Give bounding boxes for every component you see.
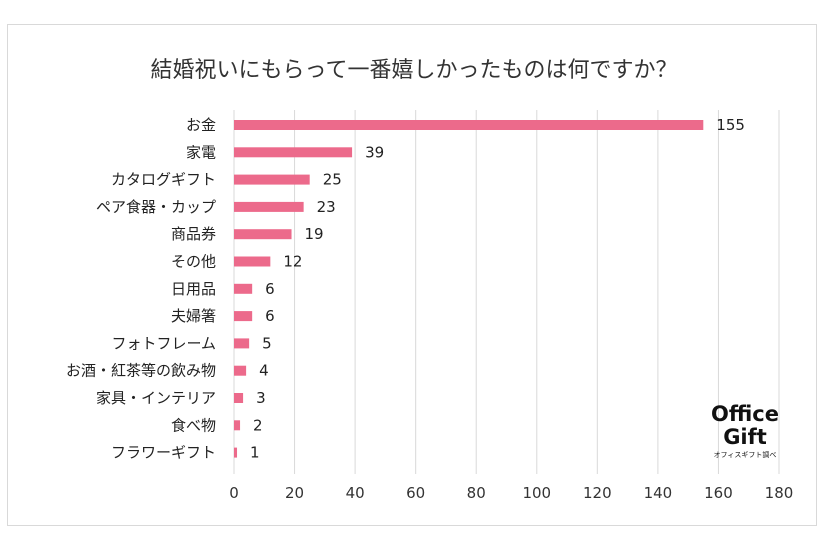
bar bbox=[234, 201, 304, 212]
x-tick-label: 80 bbox=[467, 484, 486, 502]
value-label: 25 bbox=[323, 171, 342, 189]
value-label: 12 bbox=[283, 253, 302, 271]
category-label: 食べ物 bbox=[171, 416, 216, 434]
x-tick-label: 180 bbox=[765, 484, 794, 502]
bar bbox=[234, 420, 241, 431]
category-labels: お金家電カタログギフトペア食器・カップ商品券その他日用品夫婦箸フォトフレームお酒… bbox=[66, 116, 216, 462]
bar bbox=[234, 229, 292, 240]
category-label: 商品券 bbox=[171, 225, 216, 243]
value-label: 3 bbox=[256, 389, 266, 407]
category-label: ペア食器・カップ bbox=[96, 198, 216, 216]
x-axis-ticks: 0 20 40 60 80 100 120 140 160 180 bbox=[229, 484, 793, 502]
value-label: 4 bbox=[259, 362, 269, 380]
value-label: 5 bbox=[262, 334, 272, 352]
value-label: 155 bbox=[716, 116, 745, 134]
bar bbox=[234, 338, 250, 349]
value-label: 23 bbox=[317, 198, 336, 216]
category-label: 夫婦箸 bbox=[171, 307, 216, 325]
category-label: その他 bbox=[171, 253, 216, 271]
x-tick-label: 40 bbox=[346, 484, 365, 502]
x-tick-label: 160 bbox=[704, 484, 733, 502]
bar bbox=[234, 174, 310, 185]
value-label: 6 bbox=[265, 280, 275, 298]
bar bbox=[234, 283, 253, 294]
value-label: 1 bbox=[250, 444, 260, 462]
bar bbox=[234, 393, 244, 403]
x-tick-label: 0 bbox=[229, 484, 239, 502]
category-label: お酒・紅茶等の飲み物 bbox=[66, 362, 216, 380]
x-tick-label: 100 bbox=[522, 484, 551, 502]
value-label: 2 bbox=[253, 416, 263, 434]
x-tick-label: 20 bbox=[285, 484, 304, 502]
value-label: 19 bbox=[305, 225, 324, 243]
category-label: 日用品 bbox=[171, 280, 216, 298]
logo-line-2: Gift bbox=[723, 425, 767, 449]
category-label: お金 bbox=[186, 116, 216, 134]
category-label: フラワーギフト bbox=[111, 444, 216, 462]
bar bbox=[234, 256, 271, 267]
chart-title: 結婚祝いにもらって一番嬉しかったものは何ですか？ bbox=[151, 58, 678, 83]
gridlines bbox=[233, 110, 780, 474]
chart-frame bbox=[7, 24, 817, 526]
bars bbox=[234, 120, 704, 458]
category-label: カタログギフト bbox=[111, 171, 216, 189]
category-label: 家具・インテリア bbox=[96, 389, 216, 407]
category-label: 家電 bbox=[186, 143, 216, 161]
value-label: 6 bbox=[265, 307, 275, 325]
x-tick-label: 60 bbox=[406, 484, 425, 502]
bar bbox=[234, 365, 247, 376]
logo-caption: オフィスギフト調べ bbox=[714, 450, 777, 459]
bar bbox=[234, 311, 253, 322]
bar bbox=[234, 147, 353, 158]
value-label: 39 bbox=[365, 143, 384, 161]
bar bbox=[234, 447, 238, 458]
x-tick-label: 120 bbox=[583, 484, 612, 502]
logo-line-1: Office bbox=[711, 402, 779, 426]
category-label: フォトフレーム bbox=[111, 334, 216, 352]
x-tick-label: 140 bbox=[644, 484, 673, 502]
bar bbox=[234, 120, 704, 130]
office-gift-logo: Office Gift オフィスギフト調べ bbox=[711, 402, 779, 459]
